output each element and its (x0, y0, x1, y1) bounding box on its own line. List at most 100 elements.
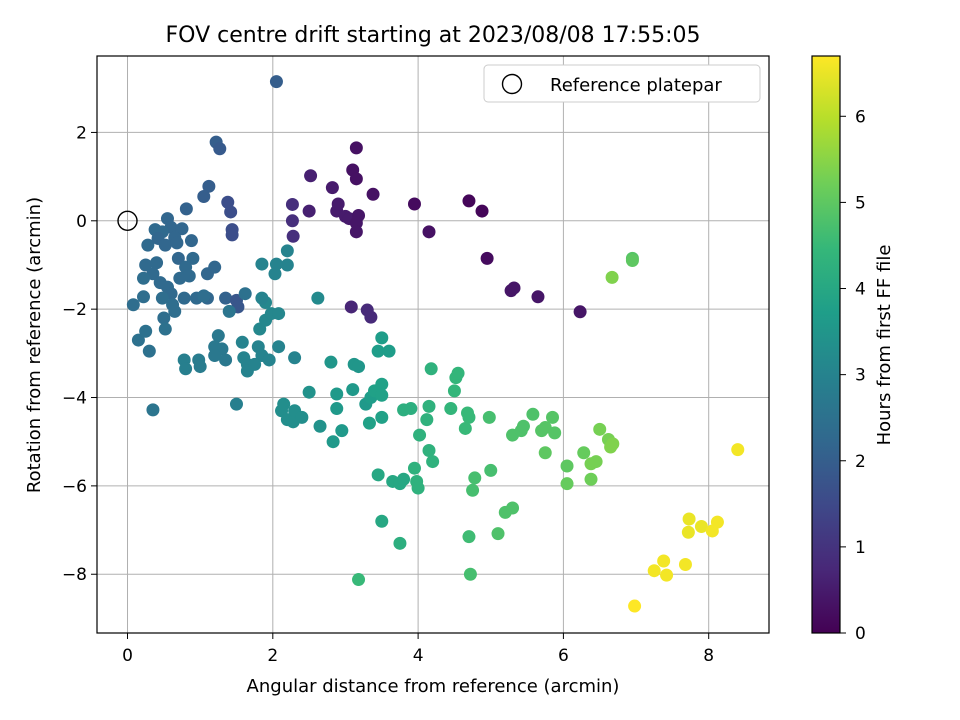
data-point (349, 225, 363, 239)
data-point (255, 257, 269, 271)
data-point (131, 333, 145, 347)
y-tick-label: −8 (62, 565, 87, 585)
data-point (507, 281, 521, 295)
data-point (411, 481, 425, 495)
data-point (182, 269, 196, 283)
colorbar-ticks: 0 1 2 3 4 5 6 (840, 107, 866, 644)
data-point (404, 402, 418, 416)
data-point (462, 530, 476, 544)
data-point (268, 267, 282, 281)
data-point (710, 515, 724, 529)
data-point (213, 142, 227, 156)
data-point (375, 377, 389, 391)
data-point (484, 463, 498, 477)
data-point (682, 512, 696, 526)
data-point (222, 304, 236, 318)
data-point (326, 435, 340, 449)
data-point (175, 222, 189, 236)
data-point (560, 459, 574, 473)
data-point (272, 307, 286, 321)
data-point (285, 197, 299, 211)
data-point (235, 335, 249, 349)
data-point (219, 291, 233, 305)
data-point (277, 397, 291, 411)
data-point (330, 402, 344, 416)
data-point (139, 258, 153, 272)
data-point (269, 75, 283, 89)
data-point (462, 410, 476, 424)
data-point (197, 289, 211, 303)
data-point (482, 410, 496, 424)
data-point (142, 344, 156, 358)
data-point (375, 331, 389, 345)
data-point (382, 344, 396, 358)
data-point (548, 426, 562, 440)
data-point (407, 197, 421, 211)
data-point (155, 291, 169, 305)
colorbar (811, 55, 841, 634)
data-point (375, 514, 389, 528)
data-point (179, 202, 193, 216)
data-point (660, 568, 674, 582)
data-point (285, 214, 299, 228)
colorbar-tick-label: 0 (855, 624, 866, 644)
y-tick-label: −2 (62, 300, 87, 320)
data-point (584, 472, 598, 486)
data-point (364, 310, 378, 324)
data-point (546, 410, 560, 424)
data-point (184, 234, 198, 248)
data-point (516, 419, 530, 433)
data-point (157, 311, 171, 325)
data-point (177, 291, 191, 305)
data-point (451, 366, 465, 380)
data-point (288, 351, 302, 365)
data-point (272, 340, 286, 354)
data-point (197, 189, 211, 203)
data-point (573, 305, 587, 319)
data-point (324, 355, 338, 369)
data-point (466, 483, 480, 497)
legend-box (483, 64, 761, 103)
data-point (444, 402, 458, 416)
data-point (179, 362, 193, 376)
data-point (262, 353, 276, 367)
colorbar-tick-label: 1 (855, 538, 866, 558)
data-point (678, 558, 692, 572)
data-point (491, 527, 505, 541)
data-point (657, 554, 671, 568)
data-point (136, 290, 150, 304)
legend: Reference platepar (483, 64, 761, 103)
data-point (352, 573, 366, 587)
data-point (458, 421, 472, 435)
data-point (605, 270, 619, 284)
data-point (422, 444, 436, 458)
y-axis-ticks: 2 0 −2 −4 −6 −8 (62, 123, 97, 585)
data-point (193, 360, 207, 374)
x-tick-label: 6 (558, 646, 569, 666)
data-point (346, 383, 360, 397)
data-point (313, 419, 327, 433)
data-point (219, 353, 233, 367)
data-point (349, 141, 363, 155)
data-point (280, 258, 294, 272)
data-point (375, 388, 389, 402)
x-axis-ticks: 0 2 4 6 8 (122, 633, 714, 666)
data-point (426, 455, 440, 469)
data-point (577, 446, 591, 460)
data-point (560, 477, 574, 491)
data-point (302, 385, 316, 399)
data-point (628, 599, 642, 613)
data-point (681, 525, 695, 539)
reference-platepar-marker (117, 210, 138, 231)
data-point (366, 187, 380, 201)
colorbar-tick-label: 2 (855, 452, 866, 472)
data-point (462, 194, 476, 208)
data-point (286, 229, 300, 243)
data-point (126, 298, 140, 312)
data-point (146, 403, 160, 417)
y-tick-label: 0 (76, 212, 87, 232)
data-point (211, 329, 225, 343)
data-point (335, 424, 349, 438)
data-point (371, 344, 385, 358)
